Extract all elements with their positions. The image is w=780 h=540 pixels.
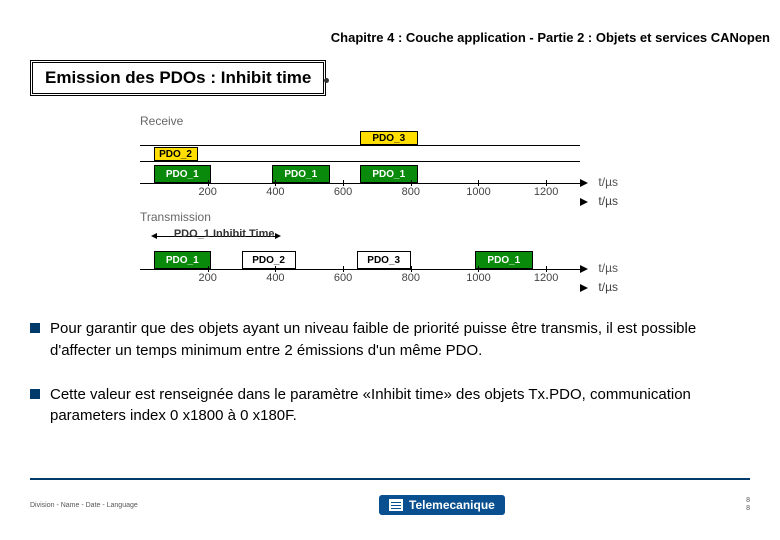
logo-text: Telemecanique xyxy=(409,498,495,512)
bullet-item: Cette valeur est renseignée dans le para… xyxy=(30,384,750,428)
bullet-marker xyxy=(30,389,40,399)
bullet-list: Pour garantir que des objets ayant un ni… xyxy=(30,318,750,427)
pdo-block: PDO_3 xyxy=(357,251,411,269)
logo-icon xyxy=(389,499,403,511)
timing-diagram: ReceivePDO_3PDO_2PDO_1PDO_1PDO_1t/µs2004… xyxy=(140,114,640,288)
pdo-block: PDO_1 xyxy=(475,251,533,269)
pdo-block: PDO_1 xyxy=(154,165,212,183)
bullet-marker xyxy=(30,323,40,333)
pdo-block: PDO_1 xyxy=(154,251,212,269)
slide-title: Emission des PDOs : Inhibit time xyxy=(30,60,326,96)
slide-header: Chapitre 4 : Couche application - Partie… xyxy=(0,0,780,45)
bullet-text: Cette valeur est renseignée dans le para… xyxy=(50,384,750,428)
footer-meta: Division - Name - Date - Language xyxy=(30,502,138,509)
pdo-block: PDO_1 xyxy=(272,165,330,183)
brand-logo: Telemecanique xyxy=(379,495,505,515)
bullet-text: Pour garantir que des objets ayant un ni… xyxy=(50,318,750,362)
pdo-block: PDO_3 xyxy=(360,131,418,145)
footer: Division - Name - Date - Language Teleme… xyxy=(30,495,750,515)
pdo-block: PDO_1 xyxy=(360,165,418,183)
page-number: 88 xyxy=(746,497,750,512)
pdo-block: PDO_2 xyxy=(242,251,296,269)
footer-rule xyxy=(30,478,750,480)
pdo-block: PDO_2 xyxy=(154,147,198,161)
bullet-item: Pour garantir que des objets ayant un ni… xyxy=(30,318,750,362)
